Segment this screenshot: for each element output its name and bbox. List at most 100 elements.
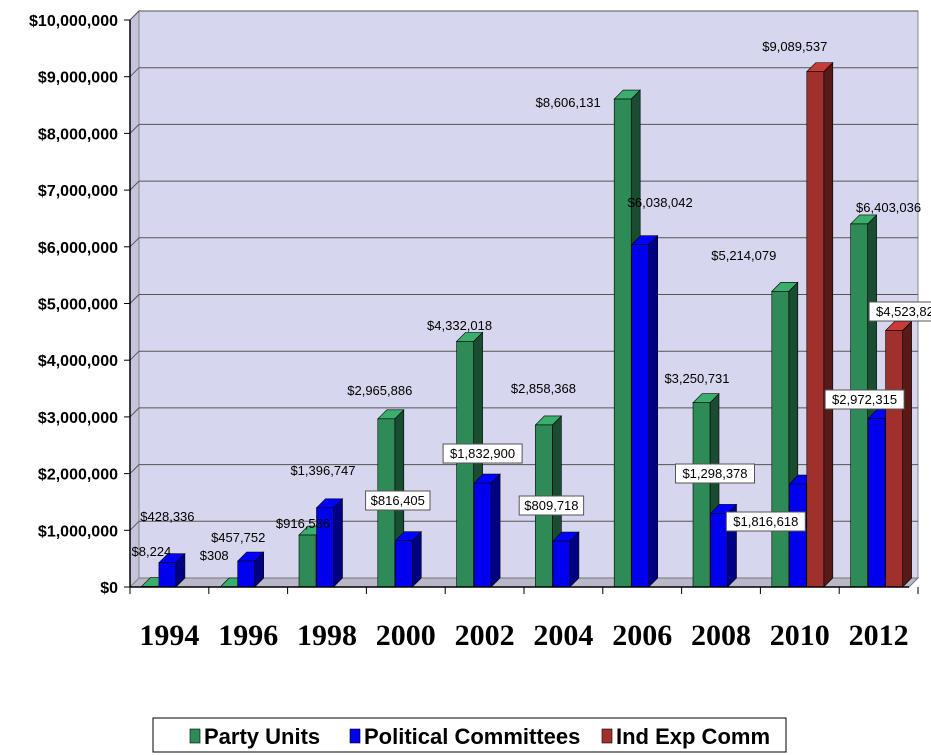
gridline <box>129 407 140 418</box>
y-tick-label: $8,000,000 <box>38 126 118 143</box>
data-label: $1,832,900 <box>442 443 523 464</box>
data-label: $1,396,747 <box>290 463 355 478</box>
gridline <box>129 237 140 248</box>
svg-text:$1,298,378: $1,298,378 <box>682 466 747 481</box>
y-tick-label: $0 <box>100 580 118 597</box>
y-tick-label: $5,000,000 <box>38 297 118 314</box>
gridline <box>129 124 140 134</box>
gridline <box>129 350 140 361</box>
gridline <box>129 180 140 191</box>
x-tick-label: 2004 <box>533 619 593 652</box>
bar-ind-exp-comm-2010 <box>806 61 834 588</box>
svg-text:$8,606,131: $8,606,131 <box>536 95 601 110</box>
bar-political-committees-1994 <box>158 552 186 588</box>
x-tick-label: 1994 <box>139 619 199 652</box>
y-tick-label: $2,000,000 <box>38 467 118 484</box>
data-label: $9,089,537 <box>762 39 827 54</box>
data-label: $308 <box>200 548 229 563</box>
svg-text:$428,336: $428,336 <box>140 509 194 524</box>
bar-political-committees-2006 <box>630 234 659 588</box>
svg-text:$3,250,731: $3,250,731 <box>664 371 729 386</box>
data-label: $4,332,018 <box>427 318 492 333</box>
bar-ind-exp-comm-2012 <box>884 320 913 588</box>
y-tick-label: $4,000,000 <box>38 353 118 370</box>
svg-text:$916,586: $916,586 <box>276 516 330 531</box>
svg-text:$2,858,368: $2,858,368 <box>511 381 576 396</box>
gridline <box>129 464 140 474</box>
legend-swatch <box>349 728 361 744</box>
svg-text:$6,038,042: $6,038,042 <box>628 195 693 210</box>
x-tick-label: 2006 <box>612 619 672 652</box>
legend-label: Political Committees <box>364 724 580 749</box>
svg-text:$8,224: $8,224 <box>132 544 172 559</box>
y-tick-label: $10,000,000 <box>29 13 118 30</box>
svg-text:$1,816,618: $1,816,618 <box>733 514 798 529</box>
data-label: $809,718 <box>518 495 585 516</box>
data-label: $916,586 <box>276 516 330 531</box>
x-tick-label: 2012 <box>849 619 909 652</box>
y-tick-label: $3,000,000 <box>38 410 118 427</box>
data-label: $428,336 <box>140 509 194 524</box>
gridline <box>129 10 140 21</box>
svg-text:$308: $308 <box>200 548 229 563</box>
y-tick-label: $6,000,000 <box>38 240 118 257</box>
svg-text:$2,972,315: $2,972,315 <box>832 392 897 407</box>
y-tick-label: $9,000,000 <box>38 70 118 87</box>
data-label: $2,858,368 <box>511 381 576 396</box>
data-label: $457,752 <box>211 530 265 545</box>
y-tick-label: $7,000,000 <box>38 183 118 200</box>
svg-text:$4,332,018: $4,332,018 <box>427 318 492 333</box>
legend-box <box>152 717 787 753</box>
data-label: $3,250,731 <box>664 371 729 386</box>
svg-text:$809,718: $809,718 <box>524 498 578 513</box>
data-label: $2,972,315 <box>824 389 905 410</box>
bar-political-committees-2004 <box>552 531 580 588</box>
bar-political-committees-1998 <box>315 498 344 588</box>
data-labels: $8,224 $308 $916,586 $2,965,886 $4,332,018 $2… <box>132 39 931 563</box>
legend-swatch <box>601 728 613 744</box>
svg-text:$9,089,537: $9,089,537 <box>762 39 827 54</box>
x-tick-label: 1998 <box>297 619 357 652</box>
data-label: $6,403,036 <box>856 200 921 215</box>
legend-item-ind-exp-comm: Ind Exp Comm <box>601 724 770 749</box>
data-label: $2,965,886 <box>347 383 412 398</box>
legend-label: Ind Exp Comm <box>616 724 770 749</box>
x-tick-label: 1996 <box>218 619 278 652</box>
svg-text:$4,523,828: $4,523,828 <box>876 304 931 319</box>
x-tick-label: 2008 <box>691 619 751 652</box>
x-tick-label: 2000 <box>376 619 436 652</box>
svg-text:$457,752: $457,752 <box>211 530 265 545</box>
data-label: $1,298,378 <box>675 463 755 484</box>
data-label: $6,038,042 <box>628 195 693 210</box>
svg-text:$816,405: $816,405 <box>371 493 425 508</box>
svg-text:$1,832,900: $1,832,900 <box>450 446 515 461</box>
bar-political-committees-1996 <box>236 551 265 588</box>
legend-swatch <box>189 728 201 744</box>
svg-text:$6,403,036: $6,403,036 <box>856 200 921 215</box>
svg-text:$1,396,747: $1,396,747 <box>290 463 355 478</box>
legend-item-party-units: Party Units <box>189 724 320 749</box>
y-axis-tick-labels: $0 $1,000,000 $2,000,000 $3,000,000 $4,000,0… <box>29 13 118 597</box>
gridline <box>129 294 140 304</box>
x-tick-label: 2010 <box>770 619 830 652</box>
x-tick-label: 2002 <box>455 619 515 652</box>
axes <box>124 19 919 594</box>
legend-item-political-committees: Political Committees <box>349 724 580 749</box>
y-tick-label: $1,000,000 <box>38 523 118 540</box>
svg-text:$2,965,886: $2,965,886 <box>347 383 412 398</box>
data-label: $8,606,131 <box>536 95 601 110</box>
data-label: $816,405 <box>365 490 431 511</box>
svg-text:$5,214,079: $5,214,079 <box>711 248 776 263</box>
legend: Party Units Political Committees Ind Exp C… <box>152 717 787 753</box>
bar-political-committees-2000 <box>394 530 423 588</box>
data-label: $4,523,828 <box>868 301 931 322</box>
bar-political-committees-2002 <box>473 473 501 588</box>
data-label: $1,816,618 <box>725 511 806 532</box>
gridline <box>129 520 140 531</box>
x-axis-tick-labels: 1994 1996 1998 2000 2002 2004 2006 2008 2010 2012 <box>139 619 908 652</box>
data-label: $5,214,079 <box>711 248 776 263</box>
legend-label: Party Units <box>204 724 320 749</box>
data-label: $8,224 <box>132 544 172 559</box>
